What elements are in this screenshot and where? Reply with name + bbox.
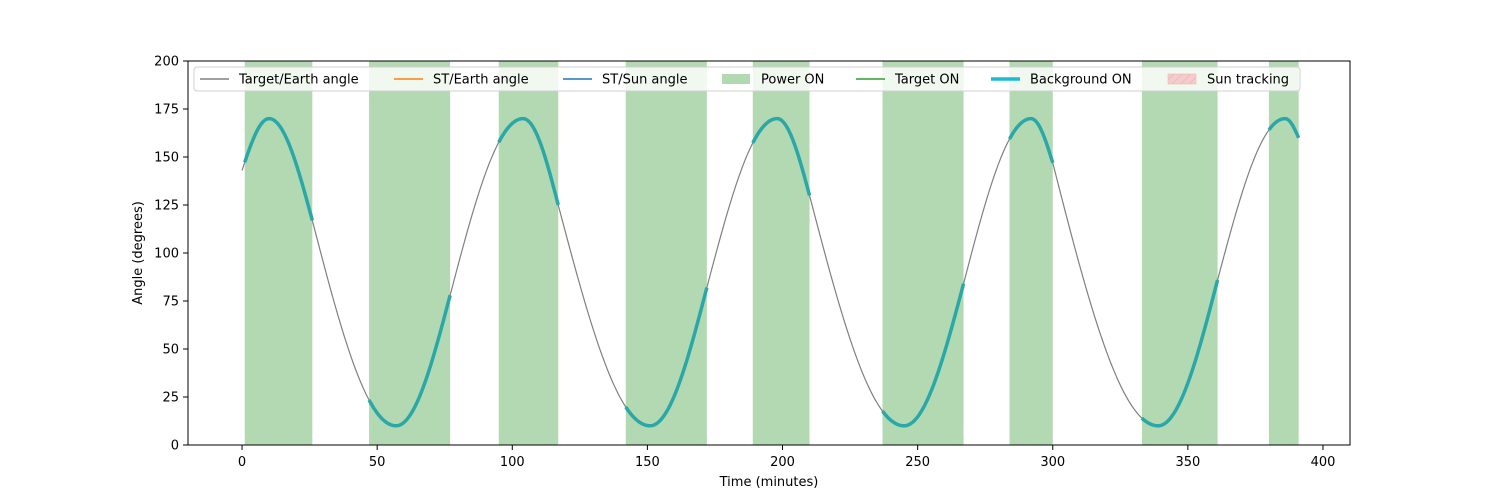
x-tick-label: 300 <box>1040 455 1065 470</box>
legend-hatch-marker <box>1167 73 1197 85</box>
background-on-segment <box>367 294 452 428</box>
power-on-band <box>752 61 810 445</box>
power-on-band <box>498 61 559 445</box>
y-axis-label: Angle (degrees) <box>131 201 146 305</box>
background-on-segment <box>243 116 314 221</box>
x-tick-label: 50 <box>369 455 386 470</box>
y-tick-label: 200 <box>154 55 179 70</box>
legend-label: Target/Earth angle <box>238 73 359 88</box>
x-tick-label: 200 <box>770 455 795 470</box>
power-on-bands <box>244 61 1299 445</box>
x-tick-label: 0 <box>238 455 246 470</box>
x-tick-label: 350 <box>1175 455 1200 470</box>
background-on-segment <box>497 116 560 206</box>
background-on-segment <box>751 116 812 196</box>
x-tick-label: 150 <box>635 455 660 470</box>
y-tick-label: 100 <box>154 247 179 262</box>
background-on-series <box>243 116 1301 428</box>
power-on-band <box>1009 61 1053 445</box>
legend-label: Power ON <box>761 73 824 88</box>
y-tick-label: 50 <box>162 343 179 358</box>
background-on-segment <box>1007 116 1055 164</box>
power-on-band <box>1141 61 1218 445</box>
power-on-band <box>369 61 451 445</box>
x-tick-label: 400 <box>1311 455 1336 470</box>
y-tick-label: 0 <box>171 439 179 454</box>
background-on-segment <box>881 283 966 428</box>
y-tick-label: 75 <box>162 295 179 310</box>
legend-label: ST/Earth angle <box>433 73 529 88</box>
x-tick-label: 100 <box>500 455 525 470</box>
legend-label: Sun tracking <box>1207 73 1289 88</box>
power-on-band <box>244 61 313 445</box>
power-on-band <box>882 61 964 445</box>
y-tick-label: 125 <box>154 199 179 214</box>
x-axis-label: Time (minutes) <box>719 475 819 490</box>
background-on-segment <box>1140 279 1220 428</box>
axes: 0 50 100 150 200 250 300 350 400 0 25 50 75 100 125 150… <box>154 55 1351 470</box>
background-on-segment <box>1267 116 1301 139</box>
x-tick-label: 250 <box>905 455 930 470</box>
legend-label: Background ON <box>1030 73 1132 88</box>
y-tick-label: 25 <box>162 391 179 406</box>
y-tick-label: 150 <box>154 151 179 166</box>
power-on-band <box>625 61 707 445</box>
background-on-segment <box>624 287 709 428</box>
legend-patch-marker <box>722 74 750 84</box>
legend-label: Target ON <box>894 73 959 88</box>
legend-label: ST/Sun angle <box>602 73 688 88</box>
legend: Target/Earth angle ST/Earth angle ST/Sun a… <box>193 66 1301 92</box>
y-tick-label: 175 <box>154 103 179 118</box>
